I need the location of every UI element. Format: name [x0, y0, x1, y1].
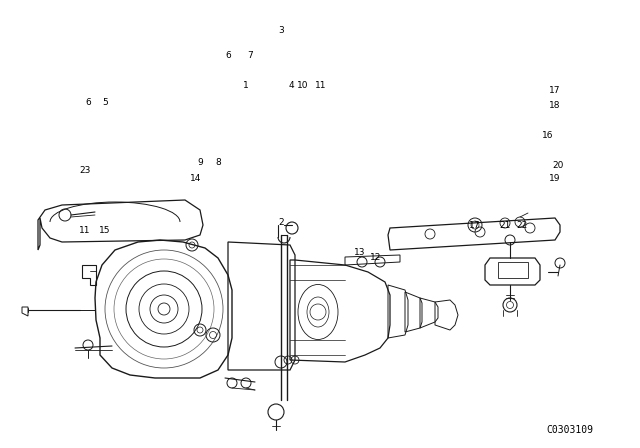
Text: 11: 11 — [79, 225, 91, 234]
Text: 8: 8 — [215, 158, 221, 167]
Text: 14: 14 — [190, 173, 202, 182]
Text: 1: 1 — [243, 81, 249, 90]
Text: 23: 23 — [79, 165, 91, 175]
Text: 6: 6 — [85, 98, 91, 107]
Text: 19: 19 — [549, 173, 561, 182]
Text: 5: 5 — [102, 98, 108, 107]
Text: 15: 15 — [99, 225, 111, 234]
Text: 17: 17 — [549, 86, 561, 95]
Text: 9: 9 — [197, 158, 203, 167]
Text: 10: 10 — [297, 81, 308, 90]
Text: 6: 6 — [225, 51, 231, 60]
Text: 11: 11 — [316, 81, 327, 90]
Text: C0303109: C0303109 — [547, 425, 593, 435]
Text: 4: 4 — [288, 81, 294, 90]
Text: 17: 17 — [469, 220, 481, 229]
Text: 18: 18 — [549, 100, 561, 109]
Text: 21: 21 — [499, 220, 511, 229]
Text: 12: 12 — [371, 253, 381, 262]
Text: 3: 3 — [278, 26, 284, 34]
Text: 13: 13 — [355, 247, 365, 257]
Text: 7: 7 — [247, 51, 253, 60]
Text: 16: 16 — [542, 130, 554, 139]
Text: 22: 22 — [516, 220, 527, 229]
Text: 2: 2 — [278, 217, 284, 227]
Text: 20: 20 — [552, 160, 564, 169]
